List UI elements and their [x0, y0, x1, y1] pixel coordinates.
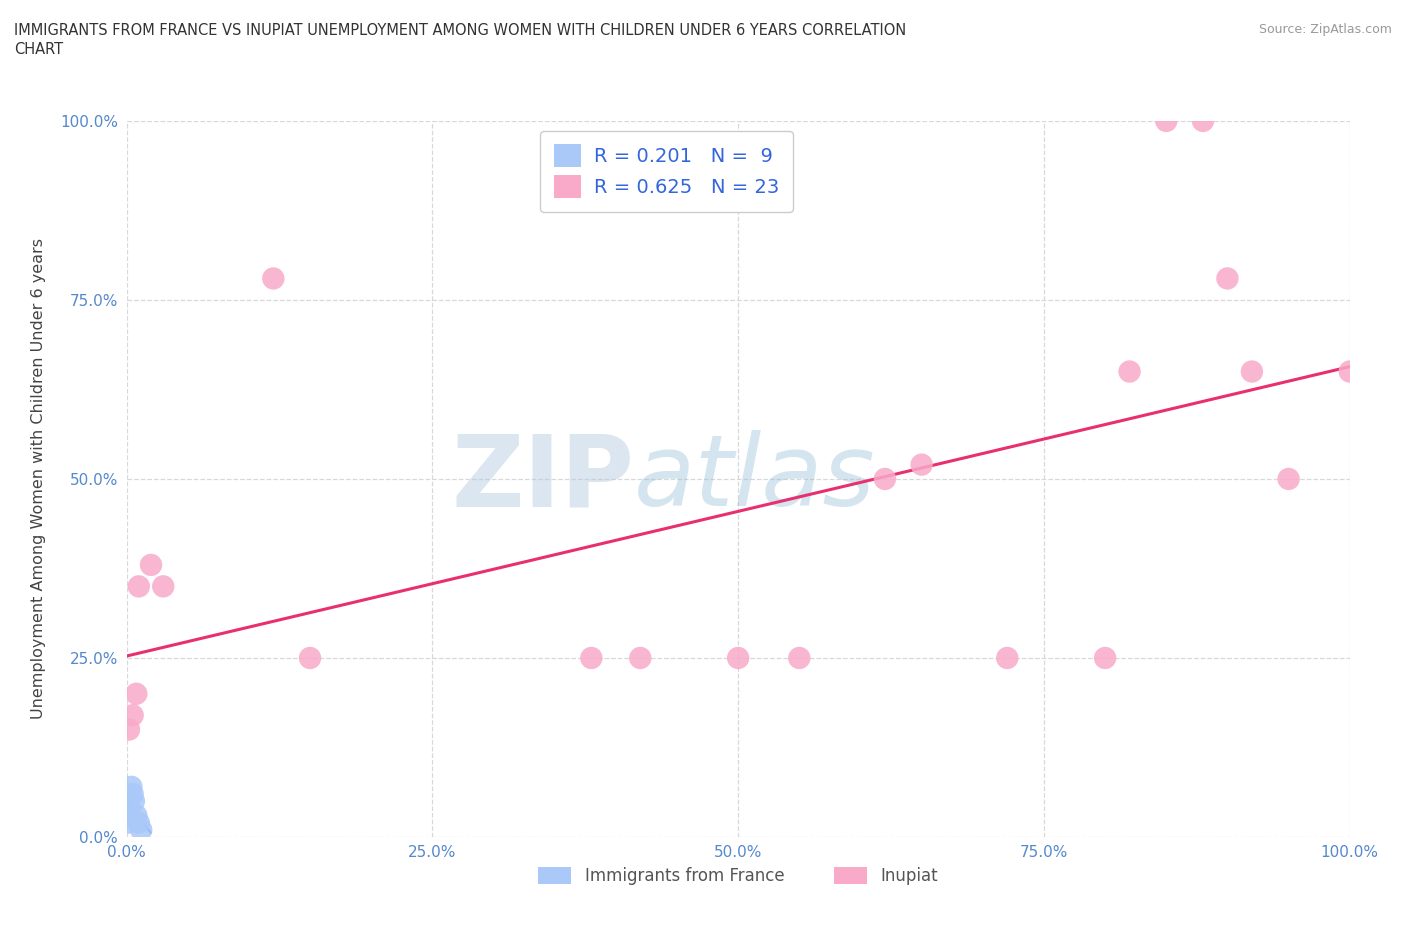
Point	[995, 651, 1018, 666]
Point	[1339, 365, 1361, 379]
Point	[628, 651, 651, 666]
Point	[1277, 472, 1299, 486]
Point	[152, 578, 174, 594]
Point	[128, 578, 150, 594]
Text: Source: ZipAtlas.com: Source: ZipAtlas.com	[1258, 23, 1392, 36]
Point	[118, 801, 141, 816]
Text: IMMIGRANTS FROM FRANCE VS INUPIAT UNEMPLOYMENT AMONG WOMEN WITH CHILDREN UNDER 6: IMMIGRANTS FROM FRANCE VS INUPIAT UNEMPL…	[14, 23, 907, 38]
Point	[1118, 365, 1140, 379]
Point	[1094, 651, 1116, 666]
Point	[122, 794, 145, 809]
Point	[120, 808, 142, 823]
Point	[262, 271, 284, 286]
Point	[139, 557, 162, 572]
Point	[118, 722, 141, 737]
Point	[117, 816, 139, 830]
Point	[125, 808, 148, 823]
Point	[128, 816, 150, 830]
Point	[1192, 113, 1215, 128]
Y-axis label: Unemployment Among Women with Children Under 6 years: Unemployment Among Women with Children U…	[31, 238, 46, 720]
Point	[120, 779, 142, 794]
Point	[727, 651, 749, 666]
Point	[911, 458, 934, 472]
Text: CHART: CHART	[14, 42, 63, 57]
Point	[1216, 271, 1239, 286]
Point	[121, 787, 143, 802]
Point	[873, 472, 896, 486]
Point	[129, 822, 152, 837]
Text: atlas: atlas	[634, 431, 876, 527]
Point	[299, 651, 322, 666]
Point	[121, 708, 143, 723]
Text: ZIP: ZIP	[451, 431, 634, 527]
Point	[125, 686, 148, 701]
Point	[1156, 113, 1178, 128]
Point	[1240, 365, 1263, 379]
Point	[581, 651, 603, 666]
Legend: Immigrants from France, Inupiat: Immigrants from France, Inupiat	[530, 858, 946, 893]
Point	[787, 651, 810, 666]
